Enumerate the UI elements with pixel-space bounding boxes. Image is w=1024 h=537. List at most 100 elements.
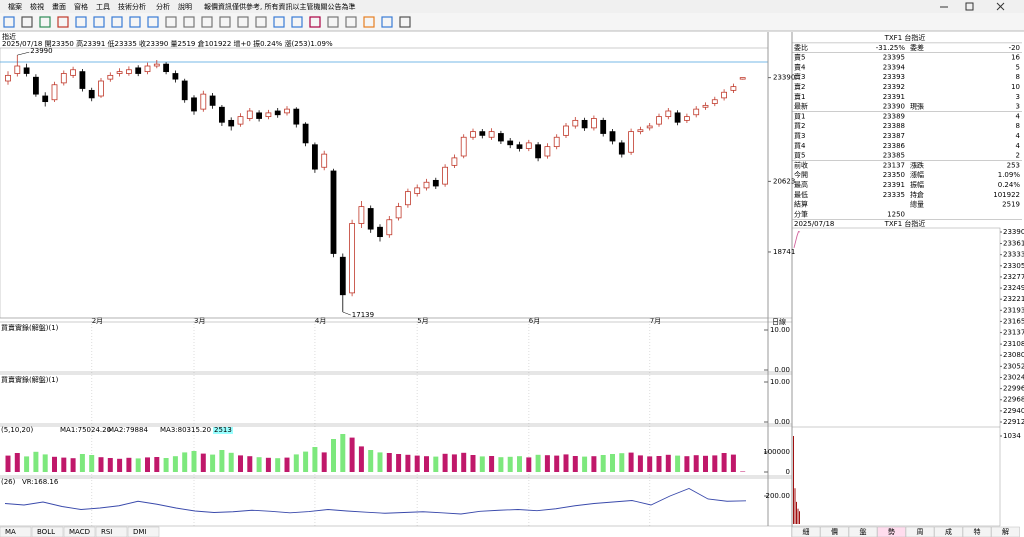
toolbar-icon[interactable] [93,16,105,28]
toolbar-icon[interactable] [3,16,15,28]
toolbar-icon[interactable] [399,16,411,28]
menu-item[interactable]: 工具 [96,3,110,11]
quote-cell: 23335 [883,191,905,199]
quote-tab-label[interactable]: 成 [945,527,952,536]
indicator-tab-label[interactable]: MACD [69,528,90,536]
quote-tab[interactable] [848,526,878,537]
menu-item[interactable]: 檢視 [30,2,44,11]
indicator-tab[interactable] [63,526,96,537]
volume-bar [331,439,336,472]
toolbar-icon[interactable] [273,16,285,28]
menu-item[interactable]: 畫面 [52,2,66,11]
toolbar-icon[interactable] [129,16,141,28]
volume-bar [451,454,457,472]
menu-item[interactable]: 說明 [178,2,192,11]
candle-body [358,206,365,224]
candle-body [423,181,430,189]
toolbar-icon[interactable] [39,16,51,28]
quote-tab-label[interactable]: 特 [974,527,981,536]
quote-cell: 23385 [883,152,905,160]
menu-item[interactable]: 技術分析 [118,2,146,11]
menu-bar [0,0,1024,13]
quote-cell: 23392 [883,83,905,91]
maximize[interactable] [965,2,974,11]
candle-body [256,112,263,119]
menu-item[interactable]: 分析 [156,2,170,11]
toolbar-icon[interactable] [183,16,195,28]
quote-cell: 23395 [883,54,905,62]
quote-cell: 買3 [794,132,805,140]
quote-tab-label[interactable]: 細 [803,527,810,536]
vr-label: VR:168.16 [22,478,59,486]
volume-bar [191,451,197,472]
toolbar-icon[interactable] [57,16,69,28]
quote-cell: 23393 [883,73,905,81]
y-tick-label: 23108 [1003,340,1024,348]
quote-tab-label[interactable]: 勢 [888,527,895,536]
quote-tab[interactable] [905,526,935,537]
quote-tab[interactable] [791,526,821,537]
quote-tab[interactable] [820,526,849,537]
volume-bar [70,458,76,472]
toolbar-icon[interactable] [201,16,213,28]
candle-body [563,125,569,136]
close[interactable] [996,2,1005,11]
quote-cell: 委比 [794,43,808,52]
toolbar-icon[interactable] [255,16,267,28]
toolbar-icon[interactable] [147,16,159,28]
candle-body [739,77,746,80]
quote-tab[interactable] [991,526,1020,537]
y-tick-label: 23052 [1003,362,1024,370]
volume-bar [238,455,243,472]
quote-cell: 賣3 [794,72,805,81]
toolbar-icon[interactable] [381,16,393,28]
quote-tab-label[interactable]: 解 [1002,527,1009,536]
quote-cell: 委差 [910,43,924,52]
toolbar-icon[interactable] [75,16,87,28]
menu-item[interactable]: 檔案 [8,2,22,11]
toolbar-icon[interactable] [309,16,321,28]
volume-ma1: MA1:75024.20 [60,426,111,434]
volume-bar [126,457,132,472]
volume-bar [293,454,299,472]
toolbar-icon[interactable] [327,16,339,28]
toolbar-icon[interactable] [237,16,249,28]
volume-bar [377,452,383,472]
toolbar-icon[interactable] [291,16,303,28]
indicator-tab-label[interactable]: RSI [101,528,112,536]
indicator-tab[interactable] [95,526,128,537]
y-tick-label: 10.00 [770,326,790,334]
indicator-tab[interactable] [0,526,32,537]
candle-body [544,146,551,157]
toolbar-icon[interactable] [363,16,375,28]
quote-header: 2025/07/18 開23350 高23391 低23335 收23390 量… [2,39,333,48]
quote-tab[interactable] [962,526,992,537]
indicator-tab-label[interactable]: DMI [133,528,147,536]
quote-tab-label[interactable]: 周 [917,528,924,536]
toolbar-icon[interactable] [219,16,231,28]
toolbar-icon[interactable] [345,16,357,28]
period-label: 日線 [772,317,786,326]
candle-body [23,67,30,74]
quote-cell: -20 [1009,44,1020,52]
toolbar-icon[interactable] [21,16,33,28]
toolbar-icon[interactable] [165,16,177,28]
indicator-tab-label[interactable]: BOLL [37,528,55,536]
indicator-tab-label[interactable]: MA [5,528,16,536]
quote-tab[interactable] [877,526,906,537]
volume-bar [591,456,597,472]
menu-item[interactable]: 窗格 [74,2,88,11]
quote-tab-label[interactable]: 價 [831,527,838,536]
quote-cell: 賣1 [794,92,805,101]
quote-cell: 賣2 [794,82,805,91]
indicator-tab[interactable] [127,526,160,537]
quote-tab[interactable] [934,526,963,537]
y-tick-label: 20623 [773,177,795,185]
quote-tab-label[interactable]: 盤 [860,527,867,536]
candle-body [349,223,356,294]
indicator-tab[interactable] [31,526,64,537]
candle-body [497,133,504,142]
volume-bar [544,455,550,472]
candle-body [684,116,690,121]
toolbar-icon[interactable] [111,16,123,28]
